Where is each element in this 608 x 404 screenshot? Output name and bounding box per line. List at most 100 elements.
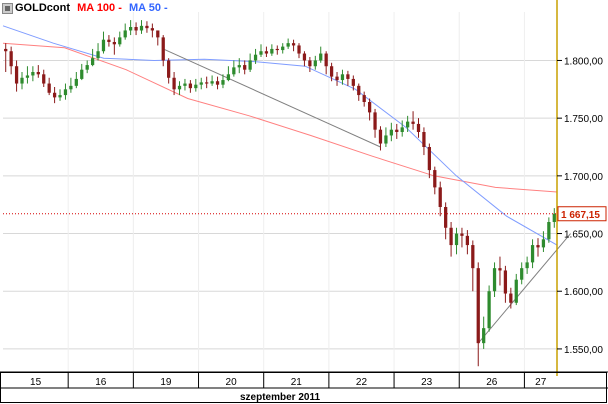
x-day-label: 27 xyxy=(535,377,547,388)
candlesticks xyxy=(4,20,556,367)
candle-body xyxy=(253,54,258,61)
candle-body xyxy=(101,39,106,52)
candle-body xyxy=(541,239,546,248)
candle-body xyxy=(145,25,149,29)
candle-body xyxy=(302,53,307,61)
legend-ma50: MA 50 xyxy=(128,2,161,14)
x-day-label: 19 xyxy=(160,377,172,388)
candle-body xyxy=(167,60,171,78)
candle-body xyxy=(243,65,247,70)
candle-body xyxy=(9,51,13,67)
candle-body xyxy=(281,46,285,51)
candle-body xyxy=(232,67,236,75)
candle-body xyxy=(498,268,502,271)
chart-legend: GOLDcont MA 100 - MA 50 - xyxy=(2,2,168,14)
candle-body xyxy=(460,233,464,236)
candle-body xyxy=(156,30,160,38)
candle-body xyxy=(362,95,366,102)
x-day-label: 23 xyxy=(421,377,433,388)
x-day-label: 16 xyxy=(95,377,107,388)
candle-body xyxy=(378,129,383,144)
trend-line xyxy=(163,48,381,148)
candle-body xyxy=(172,77,176,90)
candle-body xyxy=(183,83,187,86)
candle-body xyxy=(454,233,459,246)
candle-body xyxy=(433,170,437,188)
y-tick-label: 1.700,00 xyxy=(564,172,603,183)
candle-body xyxy=(487,291,491,329)
candle-body xyxy=(237,65,241,68)
trend-line xyxy=(477,233,571,344)
symbol-icon xyxy=(2,2,13,14)
candle-body xyxy=(411,121,415,124)
candle-body xyxy=(118,37,122,45)
candle-body xyxy=(520,268,524,280)
candle-body xyxy=(270,48,274,54)
candle-body xyxy=(367,102,372,113)
candle-body xyxy=(177,85,182,90)
candle-body xyxy=(80,69,84,79)
candle-body xyxy=(422,132,426,147)
candle-body xyxy=(297,45,301,54)
candle-body xyxy=(438,187,442,207)
moving-averages xyxy=(2,25,558,246)
candle-body xyxy=(536,245,540,248)
candle-body xyxy=(357,85,361,96)
candle-body xyxy=(161,37,165,61)
candle-body xyxy=(525,262,529,269)
candle-body xyxy=(134,27,138,31)
ma100-line xyxy=(2,42,558,193)
candle-body xyxy=(444,207,448,228)
candle-body xyxy=(530,245,535,263)
candle-body xyxy=(514,279,518,303)
legend-ma50-dash: - xyxy=(164,2,168,14)
y-tick-label: 1.650,00 xyxy=(564,230,603,241)
candle-body xyxy=(373,112,377,130)
candle-body xyxy=(319,53,323,61)
candle-body xyxy=(416,123,421,132)
candle-body xyxy=(264,51,269,54)
candle-body xyxy=(210,81,214,84)
candle-body xyxy=(346,74,350,79)
last-price-label: 1 667,15 xyxy=(561,210,600,221)
ma50-line xyxy=(2,25,558,246)
candle-body xyxy=(476,268,480,344)
candle-body xyxy=(313,60,317,67)
trend-lines xyxy=(163,48,571,344)
legend-symbol: GOLDcont xyxy=(15,2,70,14)
candle-body xyxy=(74,78,78,86)
x-month-label: szeptember 2011 xyxy=(240,392,320,403)
candle-body xyxy=(14,66,19,84)
x-axis: 15 16 19 20 21 22 23 26 27 szeptember 2011 xyxy=(30,373,547,403)
candle-body xyxy=(427,147,431,171)
candle-body xyxy=(308,60,312,67)
candle-body xyxy=(259,51,263,55)
y-tick-label: 1.600,00 xyxy=(564,287,603,298)
candle-body xyxy=(465,235,470,246)
candle-body xyxy=(351,78,355,86)
candle-body xyxy=(389,129,393,136)
candle-body xyxy=(4,48,8,52)
candle-body xyxy=(215,81,220,85)
candle-body xyxy=(150,28,154,31)
candle-body xyxy=(286,43,290,47)
candle-body xyxy=(69,85,73,90)
candle-body xyxy=(42,74,46,84)
candle-body xyxy=(90,58,95,66)
y-axis: 1.800,00 1.750,00 1.700,00 1.650,00 1.600,00… xyxy=(557,56,607,356)
x-day-label: 21 xyxy=(291,377,303,388)
candle-body xyxy=(107,39,111,42)
grid-lines xyxy=(3,12,557,372)
x-day-label: 26 xyxy=(486,377,498,388)
candle-body xyxy=(395,129,399,132)
legend-ma100-dash: - xyxy=(118,2,122,14)
candle-body xyxy=(226,74,231,81)
candle-body xyxy=(552,213,556,222)
candle-body xyxy=(85,65,89,70)
candle-body xyxy=(248,60,252,70)
candle-body xyxy=(291,43,296,46)
candle-body xyxy=(25,75,30,78)
candle-body xyxy=(96,51,100,59)
